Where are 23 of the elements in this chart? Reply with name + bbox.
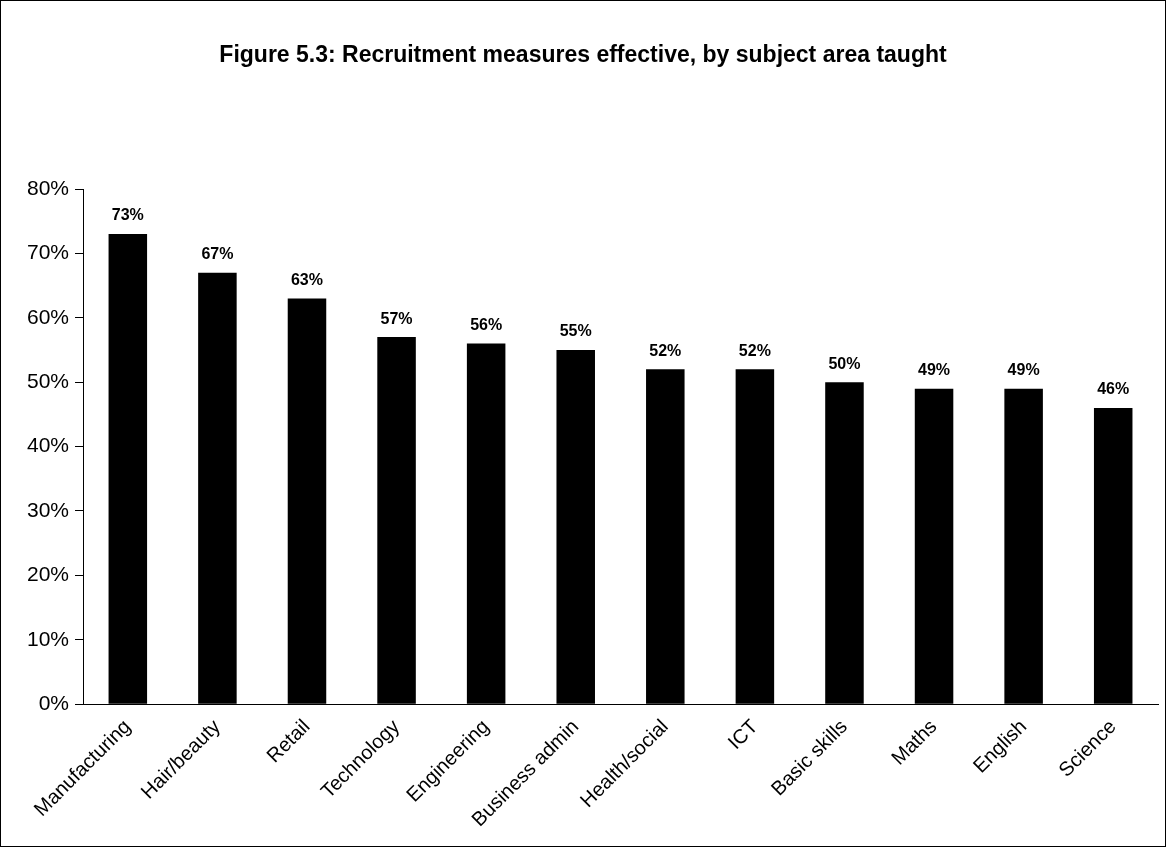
- data-label: 63%: [290, 270, 323, 288]
- data-label: 49%: [1007, 361, 1040, 379]
- chart-title: Figure 5.3: Recruitment measures effective, by subject area taught: [218, 40, 948, 69]
- y-tick-label: 30%: [27, 497, 70, 521]
- data-label: 55%: [559, 322, 592, 340]
- data-label: 67%: [201, 245, 234, 263]
- y-tick-label: 50%: [27, 369, 70, 392]
- y-tick-label: 40%: [27, 433, 70, 457]
- x-tick-label: ICT: [723, 714, 762, 754]
- data-label: 49%: [918, 361, 951, 379]
- data-label: 56%: [470, 315, 503, 333]
- data-label: 52%: [649, 341, 682, 359]
- y-tick-label: 60%: [27, 304, 70, 328]
- y-tick-label: 20%: [27, 562, 70, 586]
- y-tick-label: 0%: [38, 691, 70, 714]
- y-tick-label: 70%: [27, 240, 70, 264]
- data-label: 57%: [380, 309, 413, 327]
- data-label: 52%: [738, 341, 771, 359]
- data-label: 73%: [111, 206, 144, 224]
- y-tick-label: 10%: [27, 626, 70, 650]
- y-tick-label: 80%: [27, 175, 70, 199]
- data-label: 50%: [828, 354, 861, 372]
- data-label: 46%: [1097, 380, 1130, 398]
